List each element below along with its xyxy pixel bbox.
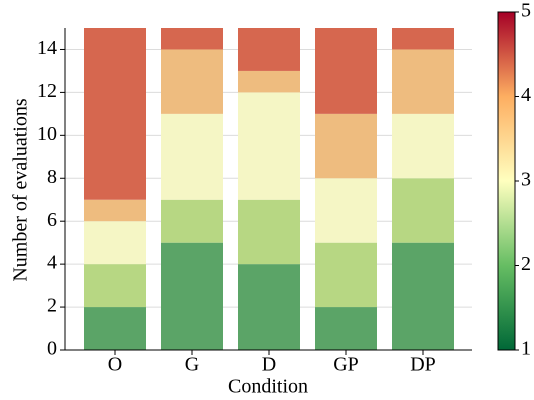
bar-segment (161, 49, 223, 114)
bar-segment (161, 242, 223, 350)
y-tick-label: 0 (47, 338, 57, 360)
bar-segment (84, 28, 146, 200)
bar-segment (84, 221, 146, 265)
bar-segment (315, 28, 377, 114)
bar-segment (84, 307, 146, 350)
x-tick-label: D (262, 354, 276, 376)
bar-segment (392, 178, 454, 243)
bar-segment (238, 199, 300, 265)
colorbar-tick-label: 3 (521, 169, 531, 191)
bar-segment (238, 28, 300, 71)
y-tick-label: 14 (37, 37, 57, 59)
bar-segment (392, 28, 454, 50)
bar-segment (161, 28, 223, 50)
x-tick-label: GP (333, 354, 359, 376)
colorbar-tick-label: 1 (521, 338, 531, 360)
bar-segment (161, 113, 223, 200)
bar-segment (238, 264, 300, 350)
bar-segment (238, 70, 300, 93)
bar-segment (84, 264, 146, 308)
y-tick-label: 6 (47, 209, 57, 231)
bar-segment (315, 178, 377, 243)
x-tick-label: G (185, 354, 199, 376)
bar-segment (392, 242, 454, 350)
y-tick-label: 4 (47, 252, 57, 274)
y-tick-label: 10 (37, 123, 57, 145)
bar-segment (315, 113, 377, 179)
x-tick-label: DP (410, 354, 436, 376)
bar-segment (315, 307, 377, 350)
colorbar (497, 11, 516, 351)
x-axis-label: Condition (228, 376, 308, 398)
bar-segment (161, 199, 223, 243)
colorbar-tick-label: 4 (521, 84, 531, 106)
colorbar-tick-label: 5 (521, 0, 531, 22)
bar-segment (84, 199, 146, 222)
y-axis-label: Number of evaluations (10, 98, 32, 281)
bar-segment (315, 242, 377, 308)
y-tick-label: 2 (47, 295, 57, 317)
bar-segment (392, 49, 454, 114)
bar-segment (392, 113, 454, 179)
bar-segment (238, 92, 300, 200)
y-tick-label: 8 (47, 166, 57, 188)
y-tick-label: 12 (37, 80, 57, 102)
x-tick-label: O (108, 354, 122, 376)
colorbar-tick-label: 2 (521, 253, 531, 275)
